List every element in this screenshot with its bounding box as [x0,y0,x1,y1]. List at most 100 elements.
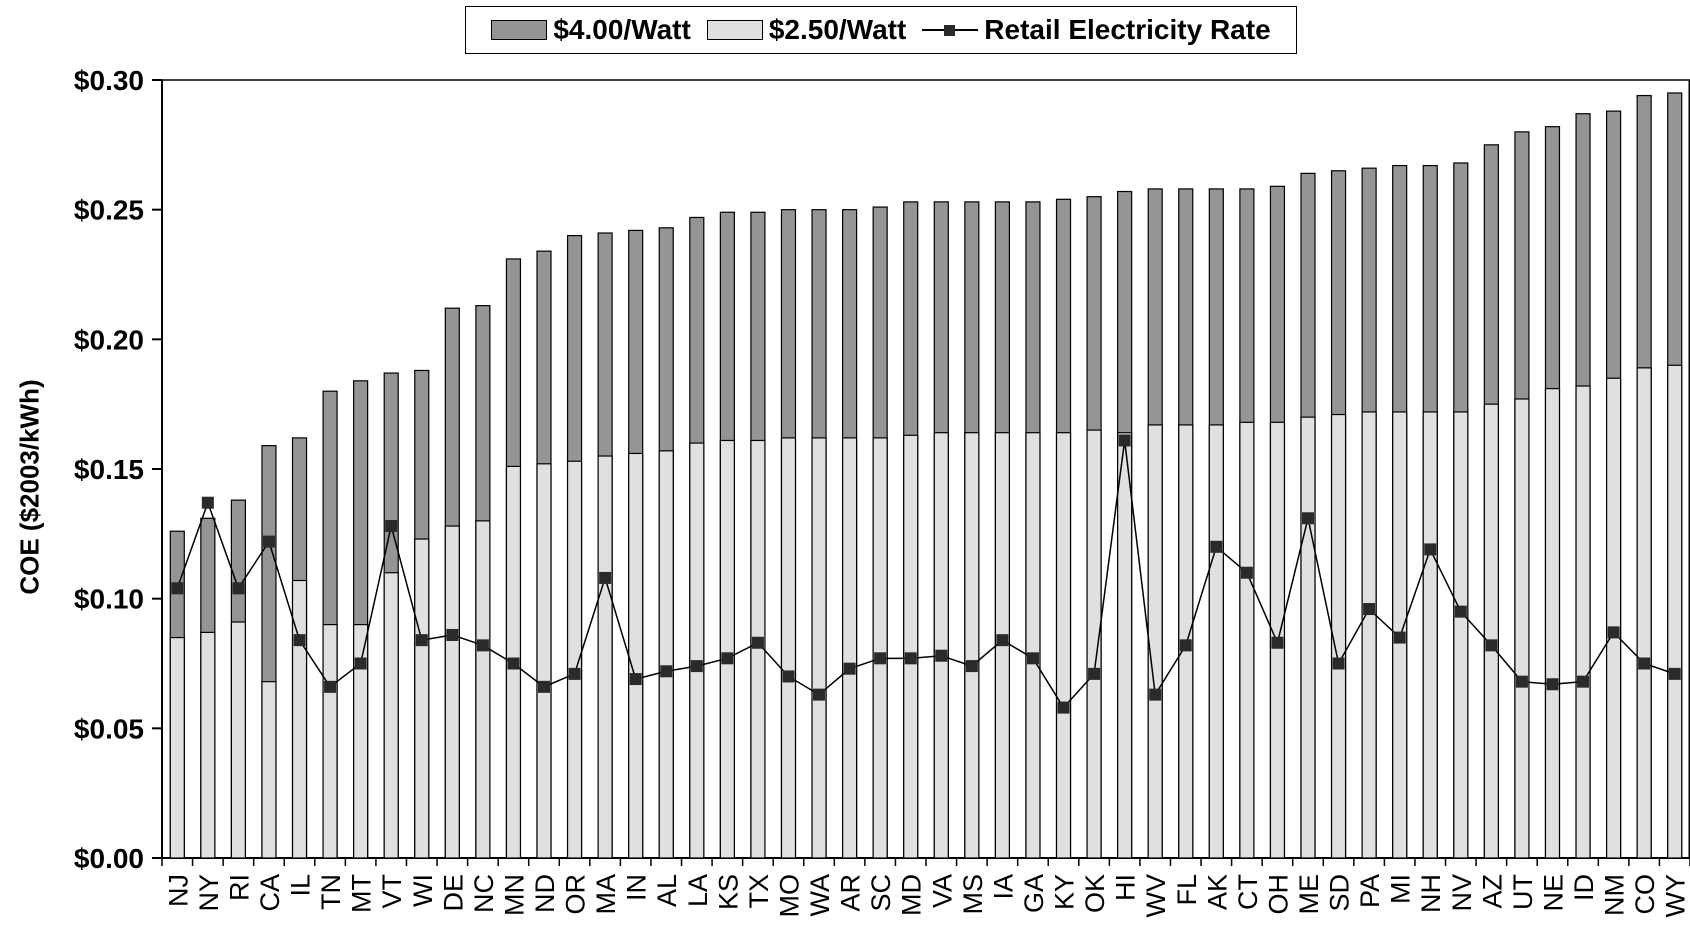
bar-2-50-watt [1239,421,1255,859]
bar-2-50-watt [1483,403,1499,859]
x-tick-label: FL [1172,874,1202,906]
retail-rate-marker [262,535,275,548]
y-tick-label: $0.30 [74,65,144,96]
retail-rate-marker [751,636,764,649]
bar-2-50-watt [1147,424,1163,859]
retail-rate-marker [690,660,703,673]
retail-rate-marker [1424,543,1437,556]
x-tick-label: MS [958,874,988,915]
retail-rate-marker [1393,631,1406,644]
bar-2-50-watt [933,432,949,859]
retail-rate-marker [782,670,795,683]
x-tick-label: DE [438,874,468,912]
x-tick-label: AL [652,874,682,907]
retail-rate-marker [843,662,856,675]
bar-2-50-watt [750,439,766,859]
bar-2-50-watt [383,572,399,859]
bar-2-50-watt [811,437,827,859]
x-tick-label: OK [1080,874,1110,913]
bar-2-50-watt [1055,432,1072,859]
bar-2-50-watt [1025,432,1041,859]
x-tick-label: VT [377,874,407,909]
x-tick-label: NV [1447,874,1477,912]
x-tick-label: SC [866,874,896,912]
retail-rate-marker [507,657,520,670]
bar-2-50-watt [628,452,644,859]
retail-rate-marker [1638,657,1651,670]
bar-2-50-watt [1636,367,1652,859]
legend-swatch-low [706,20,763,40]
legend-label-high: $4.00/Watt [553,14,691,45]
bar-2-50-watt [719,439,735,859]
x-tick-label: RI [224,874,254,901]
bar-2-50-watt [444,525,460,859]
x-tick-label: AR [836,874,866,912]
bar-2-50-watt [566,460,583,859]
y-tick-label: $0.20 [74,324,144,355]
legend-item-line: Retail Electricity Rate [922,14,1271,46]
bar-2-50-watt [1422,411,1438,859]
retail-rate-marker [538,680,550,693]
x-tick-label: ID [1569,874,1599,901]
retail-rate-marker [935,649,948,662]
retail-rate-marker [1210,540,1223,553]
x-tick-label: ME [1294,874,1324,915]
y-tick-label: $0.00 [74,843,144,874]
legend-item-high: $4.00/Watt [491,14,691,46]
x-tick-label: GA [1019,874,1049,913]
retail-rate-marker [813,688,826,701]
retail-rate-marker [446,628,459,641]
x-tick-label: WI [408,874,438,907]
x-tick-label: WA [805,874,835,917]
bar-2-50-watt [841,437,858,859]
retail-rate-marker [1240,566,1253,579]
x-tick-label: KS [713,874,743,910]
x-tick-label: WY [1661,874,1690,918]
retail-rate-marker [1271,636,1284,649]
x-tick-label: OH [1263,874,1293,915]
x-tick-label: CO [1630,874,1660,915]
bar-2-50-watt [536,463,552,859]
bar-2-50-watt [1453,411,1469,859]
x-tick-label: IA [988,874,1018,900]
x-tick-label: WV [1141,874,1171,918]
retail-rate-marker [1179,639,1192,652]
y-tick-label: $0.25 [74,195,144,226]
x-tick-label: HI [1111,874,1141,901]
x-tick-label: ND [530,874,560,913]
x-tick-label: MT [347,874,377,913]
retail-rate-marker [1118,434,1131,447]
legend-label-low: $2.50/Watt [768,14,907,45]
bar-2-50-watt [291,579,308,859]
bar-2-50-watt [1514,398,1530,859]
bar-2-50-watt [261,681,277,859]
retail-rate-marker [1485,639,1498,652]
bar-2-50-watt [322,623,338,859]
bar-2-50-watt [1300,416,1316,859]
x-tick-label: MI [1386,874,1416,904]
bar-2-50-watt [200,631,216,859]
retail-rate-marker [1454,605,1467,618]
x-tick-label: OR [561,874,591,915]
bar-2-50-watt [1208,424,1224,859]
legend-label-line: Retail Electricity Rate [984,14,1271,45]
retail-rate-marker [1057,701,1070,714]
bar-2-50-watt [414,538,430,859]
bar-2-50-watt [1605,377,1622,859]
bar-2-50-watt [597,455,613,859]
retail-rate-marker [385,520,398,533]
bar-2-50-watt [1117,432,1133,859]
retail-rate-marker [171,582,184,595]
retail-rate-marker [996,634,1009,647]
x-tick-label: NJ [163,874,193,907]
x-tick-label: CA [255,874,285,912]
retail-rate-marker [293,634,306,647]
retail-rate-marker [629,673,642,686]
retail-rate-marker [1515,675,1528,688]
retail-rate-marker [1302,512,1314,525]
bar-2-50-watt [230,621,246,859]
bar-2-50-watt [903,434,919,859]
retail-rate-marker [599,571,612,584]
bar-2-50-watt [780,437,797,859]
